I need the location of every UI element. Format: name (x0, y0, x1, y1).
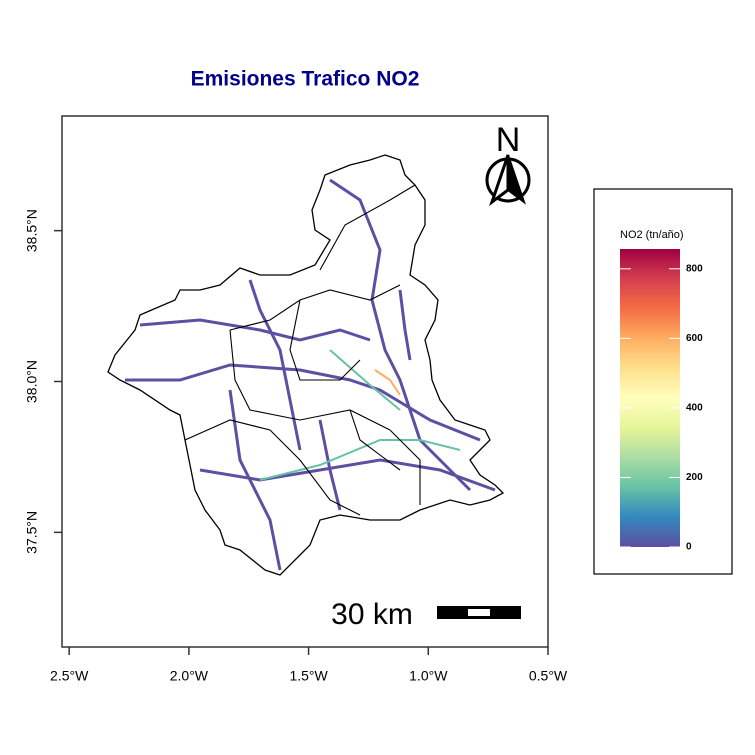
road (329, 349, 401, 411)
x-tick-label: 2.0°W (170, 668, 209, 684)
road (374, 369, 401, 396)
high-roads (259, 349, 461, 481)
legend-tick-label: 400 (686, 403, 703, 414)
north-label: N (496, 121, 521, 159)
road (248, 279, 302, 451)
scale-bar-gap (468, 609, 490, 616)
north-arrow: N (485, 121, 531, 207)
boundary (229, 284, 401, 331)
y-tick-label: 38.5°N (24, 209, 40, 252)
peak-roads (374, 369, 401, 396)
boundary (184, 419, 361, 516)
legend-colorbar (620, 249, 680, 547)
municipal-boundaries (184, 184, 421, 516)
legend-tick-label: 200 (686, 472, 703, 483)
title: Emisiones Trafico NO2 (191, 68, 420, 91)
y-tick-label: 37.5°N (24, 511, 40, 554)
x-tick-label: 1.5°W (289, 668, 328, 684)
legend-title: NO2 (tn/año) (620, 229, 684, 241)
boundary (389, 429, 421, 505)
road (139, 318, 371, 342)
region-outline (107, 154, 505, 576)
road (329, 178, 472, 492)
road (398, 289, 412, 361)
roads (125, 178, 496, 571)
boundary (349, 409, 401, 471)
scale-bar-label: 30 km (331, 598, 413, 631)
boundary (289, 299, 361, 381)
legend-tick-label: 0 (686, 542, 692, 553)
x-tick-label: 0.5°W (529, 668, 568, 684)
road (125, 363, 481, 442)
north-arrow-right (507, 154, 526, 205)
axes: 2.5°W 2.0°W 1.5°W 1.0°W 0.5°W 37.5°N 38.0°N 38.… (24, 209, 568, 684)
road (318, 419, 342, 511)
legend-ticks: 0 200 400 600 800 (620, 263, 703, 553)
road (228, 389, 282, 571)
scale-bar (437, 606, 521, 619)
y-tick-label: 38.0°N (24, 360, 40, 403)
x-tick-label: 1.0°W (409, 668, 448, 684)
region (107, 154, 505, 576)
legend-tick-label: 600 (686, 333, 703, 344)
boundary (229, 329, 391, 431)
legend-tick-label: 800 (686, 263, 703, 274)
road (259, 439, 461, 481)
x-tick-label: 2.5°W (50, 668, 89, 684)
boundary (319, 184, 416, 271)
